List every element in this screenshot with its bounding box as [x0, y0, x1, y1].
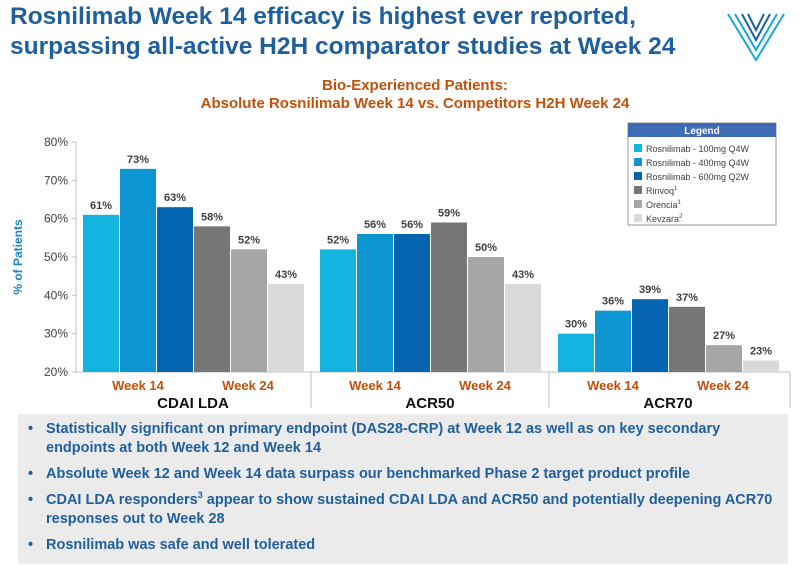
bar-value-label: 50% — [475, 242, 497, 254]
bar-value-label: 43% — [275, 269, 297, 281]
bullet-marker: • — [28, 492, 34, 508]
key-point-2: • Absolute Week 12 and Week 14 data surpa… — [28, 465, 778, 484]
legend-label-6: Kevzara2 — [646, 214, 683, 224]
bar-value-label: 36% — [602, 296, 624, 308]
y-tick-label: 40% — [44, 288, 68, 302]
bar-value-label: 56% — [401, 219, 423, 231]
chart-subtitle: Absolute Rosnilimab Week 14 vs. Competit… — [201, 95, 630, 112]
category-label: ACR50 — [405, 395, 454, 408]
bar-3-1 — [558, 333, 594, 372]
legend-title: Legend — [684, 126, 720, 137]
bar-2-2 — [357, 234, 393, 372]
week-14-label: Week 14 — [112, 378, 165, 393]
key-point-1: • Statistically significant on primary en… — [28, 420, 778, 458]
key-point-4: • Rosnilimab was safe and well tolerated — [28, 536, 778, 555]
bar-2-6 — [505, 283, 541, 372]
bar-value-label: 73% — [127, 154, 149, 166]
category-label: CDAI LDA — [157, 395, 229, 408]
bar-3-5 — [706, 345, 742, 372]
key-point-text: appear to show sustained CDAI LDA and AC… — [46, 492, 773, 527]
slide-title: Rosnilimab Week 14 efficacy is highest e… — [10, 2, 710, 62]
bar-value-label: 56% — [364, 219, 386, 231]
bar-value-label: 52% — [238, 234, 260, 246]
legend-label-5: Orencia1 — [646, 200, 682, 210]
y-axis-title: % of Patients — [11, 219, 25, 295]
bar-value-label: 59% — [438, 208, 460, 220]
bullet-marker: • — [28, 466, 34, 482]
bar-1-5 — [231, 249, 267, 372]
bullet-marker: • — [28, 537, 34, 553]
key-point-3: • CDAI LDA responders3 appear to show sus… — [28, 491, 778, 529]
company-logo — [727, 13, 785, 62]
key-point-text: Statistically significant on primary end… — [46, 421, 721, 456]
week-14-label: Week 14 — [349, 378, 402, 393]
y-tick-label: 70% — [44, 173, 68, 187]
bar-value-label: 23% — [750, 346, 772, 358]
legend-label-3: Rosnilimab - 600mg Q2W — [646, 172, 750, 182]
bar-2-4 — [431, 222, 467, 372]
y-tick-label: 20% — [44, 365, 68, 379]
legend-header — [628, 123, 776, 137]
slide-title-line-2: surpassing all-active H2H comparator stu… — [10, 33, 676, 60]
legend-swatch-3 — [634, 172, 642, 180]
bar-3-3 — [632, 299, 668, 372]
bar-value-label: 52% — [327, 234, 349, 246]
key-points-list: • Statistically significant on primary en… — [18, 414, 788, 555]
bar-1-2 — [120, 168, 156, 372]
y-tick-label: 80% — [44, 135, 68, 149]
key-point-text: Rosnilimab was safe and well tolerated — [46, 537, 316, 553]
bar-value-label: 63% — [164, 192, 186, 204]
legend-swatch-4 — [634, 186, 642, 194]
legend-swatch-6 — [634, 214, 642, 222]
category-label: ACR70 — [643, 395, 692, 408]
week-24-label: Week 24 — [459, 378, 512, 393]
bar-value-label: 39% — [639, 284, 661, 296]
legend-label-4: Rinvoq1 — [646, 186, 678, 196]
week-24-label: Week 24 — [697, 378, 750, 393]
bar-1-6 — [268, 283, 304, 372]
bar-3-2 — [595, 310, 631, 372]
bar-value-label: 61% — [90, 200, 112, 212]
bar-1-4 — [194, 226, 230, 372]
bar-2-3 — [394, 234, 430, 372]
legend-label-1: Rosnilimab - 100mg Q4W — [646, 144, 750, 154]
bar-value-label: 30% — [565, 319, 587, 331]
week-24-label: Week 24 — [222, 378, 275, 393]
bar-3-6 — [743, 360, 779, 372]
bullet-marker: • — [28, 421, 34, 437]
key-point-text: CDAI LDA responders — [46, 492, 198, 508]
bar-1-1 — [83, 214, 119, 372]
y-tick-label: 30% — [44, 327, 68, 341]
key-points-panel: • Statistically significant on primary en… — [18, 414, 788, 564]
bar-2-5 — [468, 257, 504, 372]
bar-3-4 — [669, 306, 705, 372]
y-tick-label: 60% — [44, 212, 68, 226]
bar-chart: Bio-Experienced Patients:Absolute Rosnil… — [11, 77, 791, 408]
week-14-label: Week 14 — [587, 378, 640, 393]
slide-title-line-1: Rosnilimab Week 14 efficacy is highest e… — [10, 3, 636, 30]
bar-value-label: 58% — [201, 211, 223, 223]
bar-value-label: 43% — [512, 269, 534, 281]
bar-1-3 — [157, 207, 193, 372]
legend-swatch-1 — [634, 144, 642, 152]
bar-2-1 — [320, 249, 356, 372]
legend-swatch-2 — [634, 158, 642, 166]
legend-label-2: Rosnilimab - 400mg Q4W — [646, 158, 750, 168]
key-point-text: Absolute Week 12 and Week 14 data surpas… — [46, 466, 691, 482]
legend-box — [627, 122, 777, 226]
bar-value-label: 37% — [676, 292, 698, 304]
legend-swatch-5 — [634, 200, 642, 208]
footnote-marker: 3 — [197, 490, 203, 501]
y-tick-label: 50% — [44, 250, 68, 264]
chart-title: Bio-Experienced Patients: — [322, 77, 508, 94]
bar-value-label: 27% — [713, 330, 735, 342]
